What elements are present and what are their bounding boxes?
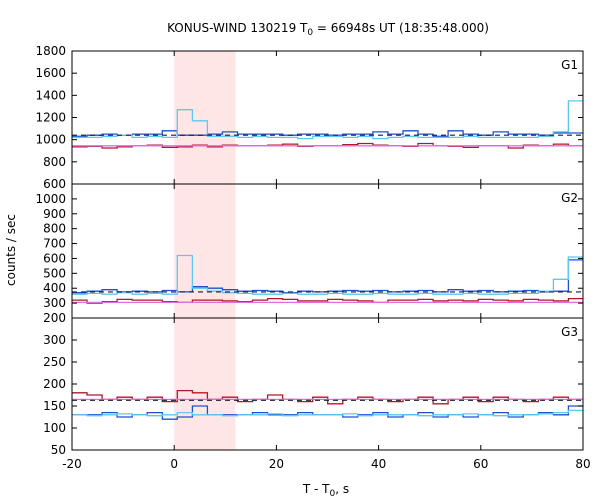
panel-3-y-tick-label: 100 (43, 421, 66, 435)
panel-2-y-tick-label: 800 (43, 222, 66, 236)
panel-3-y-tick-label: 50 (51, 443, 66, 457)
panel-1-y-tick-label: 1600 (35, 66, 66, 80)
x-tick-label: 40 (371, 457, 386, 471)
panel-3-series-2 (72, 409, 583, 417)
panel-3-series-3 (72, 389, 583, 405)
panel-1-y-tick-label: 1400 (35, 88, 66, 102)
x-tick-label: 60 (473, 457, 488, 471)
panel-2-y-tick-label: 300 (43, 296, 66, 310)
panel-1-y-tick-label: 1000 (35, 133, 66, 147)
panel-2-y-tick-label: 600 (43, 251, 66, 265)
panel-2-y-tick-label: 400 (43, 281, 66, 295)
panel-2-y-tick-label: 200 (43, 311, 66, 325)
panel-1-label: G1 (561, 58, 578, 72)
panel-2-y-tick-label: 900 (43, 207, 66, 221)
x-tick-label: 20 (269, 457, 284, 471)
panel-3-y-tick-label: 150 (43, 399, 66, 413)
panel-2-y-tick-label: 1000 (35, 192, 66, 206)
panel-2-label: G2 (561, 191, 578, 205)
panel-3-frame (71, 317, 584, 451)
x-axis-label: T - T0, s (302, 482, 349, 499)
panel-3-label: G3 (561, 325, 578, 339)
y-axis-label: counts / sec (4, 214, 18, 286)
panel-1-y-tick-label: 1800 (35, 44, 66, 58)
panel-3-series-1 (72, 405, 583, 420)
panel-1-series-2 (72, 100, 583, 140)
panel-1-y-tick-label: 600 (43, 177, 66, 191)
panel-2-series-2 (72, 254, 583, 295)
panel-2-frame (71, 183, 584, 319)
panel-1-frame (71, 50, 584, 185)
highlight-interval-band (174, 51, 236, 450)
chart-title: KONUS-WIND 130219 T0 = 66948s UT (18:35:… (167, 21, 489, 38)
panel-2-y-tick-label: 700 (43, 237, 66, 251)
x-tick-label: 0 (170, 457, 178, 471)
panel-1-y-tick-label: 1200 (35, 111, 66, 125)
panel-2-series-3 (72, 297, 583, 304)
x-tick-label: -20 (62, 457, 82, 471)
panel-3-y-tick-label: 200 (43, 377, 66, 391)
panel-2-y-tick-label: 500 (43, 266, 66, 280)
panel-2-series-1 (72, 259, 583, 294)
x-tick-label: 80 (575, 457, 590, 471)
panel-3-y-tick-label: 300 (43, 333, 66, 347)
panel-3-y-tick-label: 250 (43, 355, 66, 369)
panel-1-y-tick-label: 800 (43, 155, 66, 169)
